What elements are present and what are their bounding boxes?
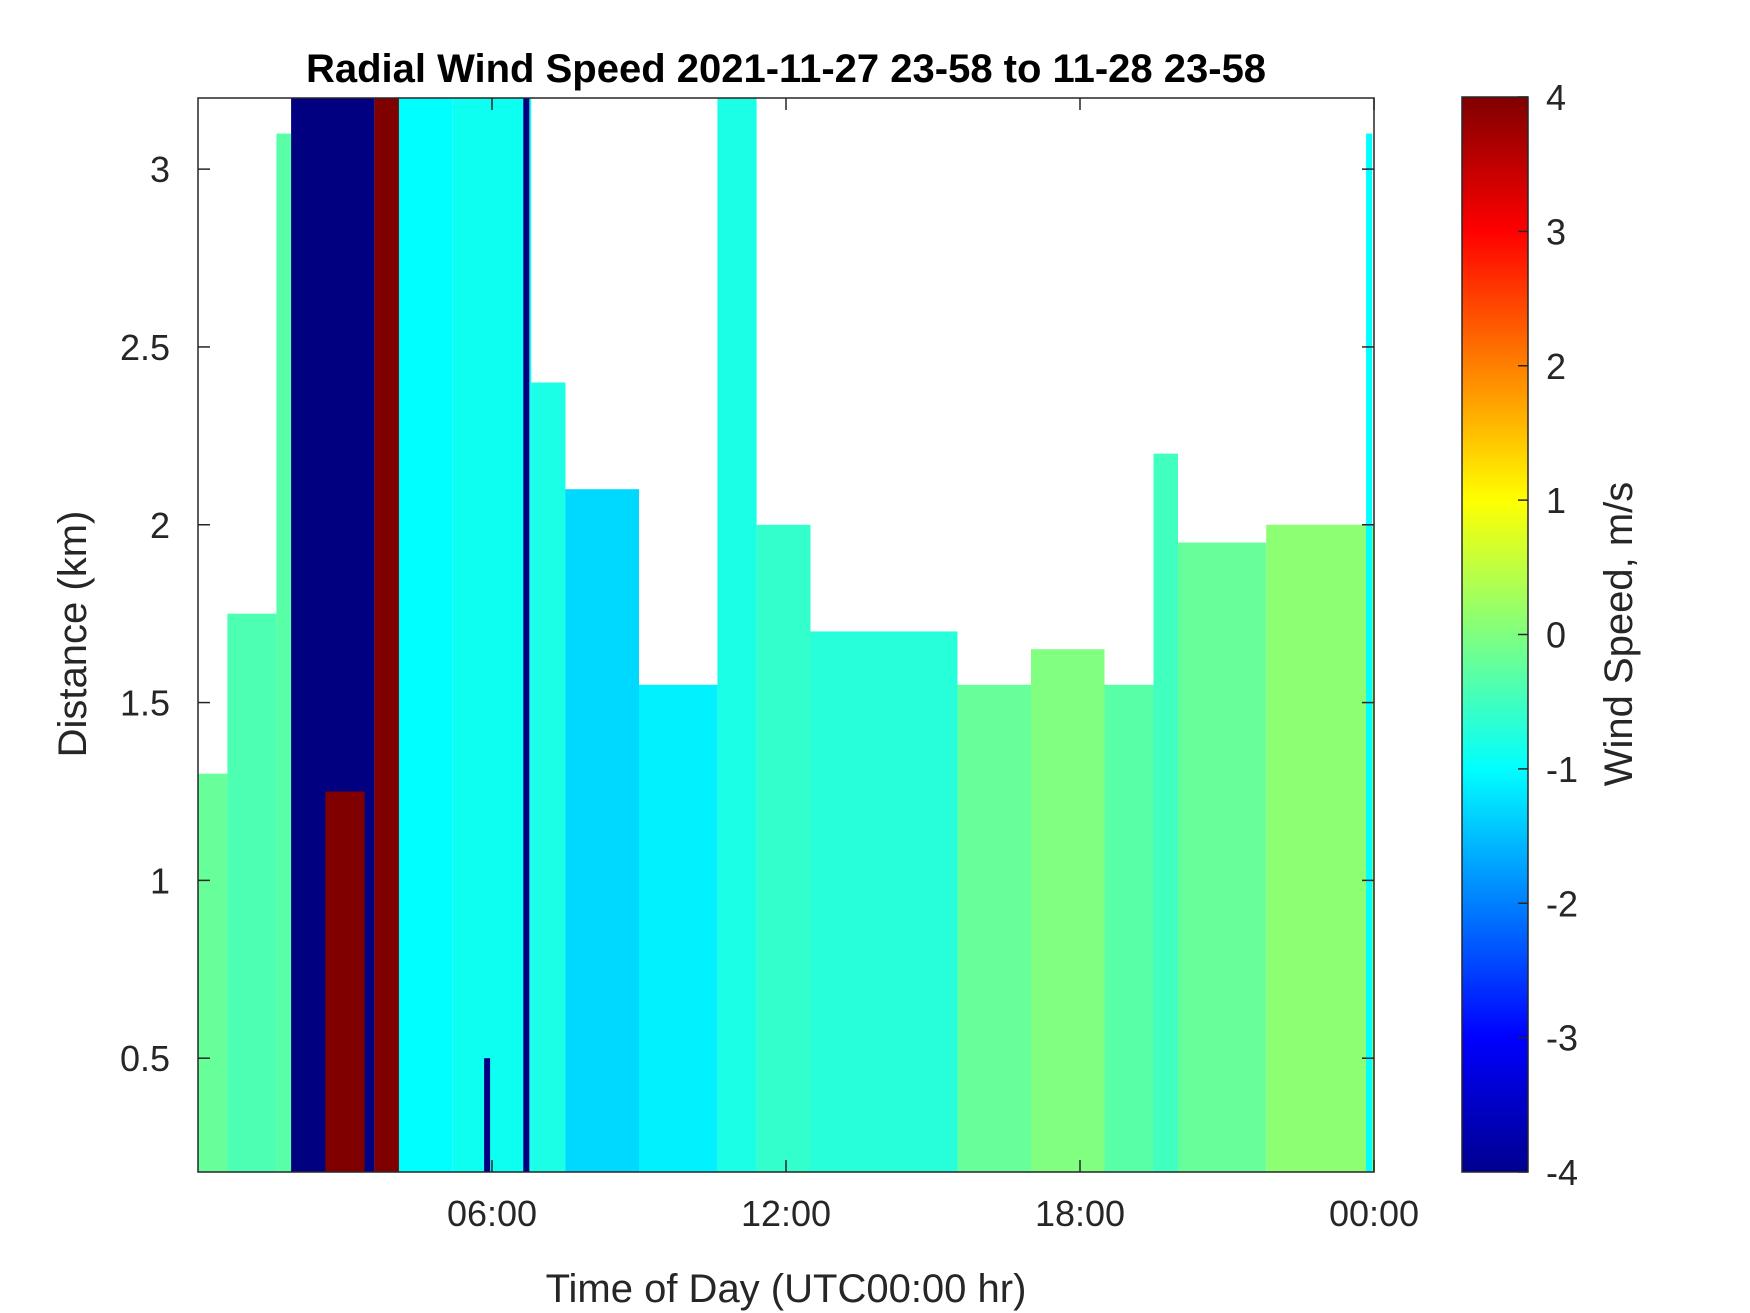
colorbar-tick-label: 0 [1546, 615, 1566, 656]
heatmap-region-2 [227, 613, 277, 1172]
heatmap-streak-1 [523, 98, 530, 1172]
x-axis-label: Time of Day (UTC00:00 hr) [546, 1267, 1027, 1311]
heatmap-region-18 [1104, 684, 1154, 1172]
heatmap-region-3 [276, 133, 292, 1172]
heatmap-region-10 [531, 382, 566, 1172]
heatmap-streak-2 [484, 1058, 491, 1172]
chart-title: Radial Wind Speed 2021-11-27 23-58 to 11… [306, 47, 1266, 91]
x-tick-label: 12:00 [741, 1193, 831, 1234]
y-tick-label: 0.5 [120, 1038, 170, 1079]
heatmap-region-20 [1178, 542, 1267, 1172]
colorbar-tick-label: 1 [1546, 480, 1566, 521]
colorbar-tick-label: -1 [1546, 749, 1578, 790]
heatmap-region-9 [452, 98, 532, 1172]
heatmap-region-21 [1266, 524, 1374, 1172]
heatmap-region-5 [325, 791, 365, 1172]
heatmap-region-11 [565, 489, 639, 1172]
y-axis-label: Distance (km) [51, 511, 95, 758]
heatmap-layer [198, 98, 1374, 1172]
colorbar-tick-label: 2 [1546, 346, 1566, 387]
colorbar-axis: 4 3 2 1 0 -1 -2 -3 -4 [1518, 77, 1578, 1193]
heatmap-region-12 [639, 684, 718, 1172]
y-tick-label: 1 [150, 860, 170, 901]
colorbar-tick-label: -2 [1546, 883, 1578, 924]
heatmap-region-8 [398, 98, 453, 1172]
x-tick-label: 00:00 [1329, 1193, 1419, 1234]
y-tick-label: 2 [150, 505, 170, 546]
y-tick-label: 2.5 [120, 327, 170, 368]
heatmap-streak-3 [1366, 133, 1373, 1172]
colorbar-tick-label: 4 [1546, 77, 1566, 118]
colorbar-tick-label: 3 [1546, 211, 1566, 252]
colorbar [1461, 96, 1529, 1173]
y-axis: 0.5 1 1.5 2 2.5 3 [120, 149, 1374, 1079]
heatmap-region-17 [1031, 649, 1105, 1172]
heatmap-region-14 [756, 524, 811, 1172]
heatmap-region-1 [198, 773, 228, 1172]
x-tick-label: 06:00 [447, 1193, 537, 1234]
colorbar-label: Wind Speed, m/s [1597, 482, 1641, 787]
heatmap-region-16 [957, 684, 1031, 1172]
colorbar-tick-label: -4 [1546, 1152, 1578, 1193]
y-tick-label: 3 [150, 149, 170, 190]
x-axis: 06:00 12:00 18:00 00:00 [447, 98, 1419, 1234]
heatmap-region-13 [717, 98, 757, 1172]
x-tick-label: 18:00 [1035, 1193, 1125, 1234]
heatmap-region-19 [1153, 453, 1178, 1172]
colorbar-tick-label: -3 [1546, 1018, 1578, 1059]
heatmap-region-15 [810, 631, 958, 1172]
y-tick-label: 1.5 [120, 683, 170, 724]
